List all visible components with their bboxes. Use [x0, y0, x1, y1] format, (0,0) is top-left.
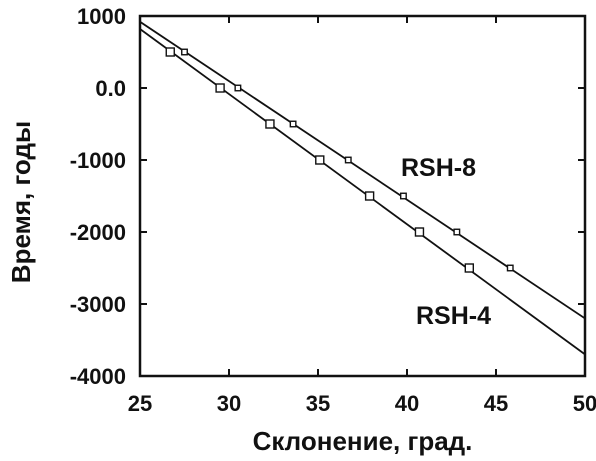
- x-tick-label: 45: [484, 391, 508, 416]
- series-label-rsh-8: RSH-8: [401, 154, 476, 182]
- point-series-1: [315, 155, 325, 165]
- fit-line-series-0: [140, 21, 585, 320]
- y-tick-label: -3000: [70, 292, 126, 317]
- fit-line-series-1: [140, 28, 585, 356]
- point-series-0: [399, 192, 407, 200]
- point-series-1: [364, 191, 375, 201]
- y-axis-title: Время, годы: [6, 121, 36, 283]
- y-tick-label: 0.0: [95, 76, 126, 101]
- point-series-0: [289, 120, 297, 128]
- x-tick-label: 25: [128, 391, 152, 416]
- x-tick-label: 40: [395, 391, 419, 416]
- point-series-0: [506, 264, 514, 272]
- point-series-1: [265, 119, 275, 129]
- point-series-1: [414, 227, 425, 237]
- point-series-1: [215, 83, 225, 93]
- point-series-0: [453, 228, 461, 236]
- plot-frame: [138, 14, 587, 378]
- fit-lines: [140, 21, 585, 356]
- y-tick-label: 1000: [77, 4, 126, 29]
- y-tick-label: -2000: [70, 220, 126, 245]
- x-tick-label: 50: [573, 391, 596, 416]
- x-axis-title: Склонение, град.: [253, 426, 473, 456]
- point-series-0: [344, 156, 352, 164]
- y-tick-label: -4000: [70, 364, 126, 389]
- x-tick-label: 35: [306, 391, 330, 416]
- point-series-0: [181, 48, 188, 56]
- point-series-1: [464, 263, 474, 273]
- series-label-rsh-4: RSH-4: [416, 302, 491, 330]
- data-points: [165, 47, 514, 273]
- tick-labels: 25 30 35 40 45 50 1000 0.0 -1000 -2000 -3000 -4000: [70, 4, 596, 416]
- y-tick-label: -1000: [70, 148, 126, 173]
- axis-ticks: [139, 15, 586, 377]
- x-tick-label: 30: [217, 391, 241, 416]
- point-series-0: [234, 84, 242, 92]
- point-series-1: [165, 47, 175, 57]
